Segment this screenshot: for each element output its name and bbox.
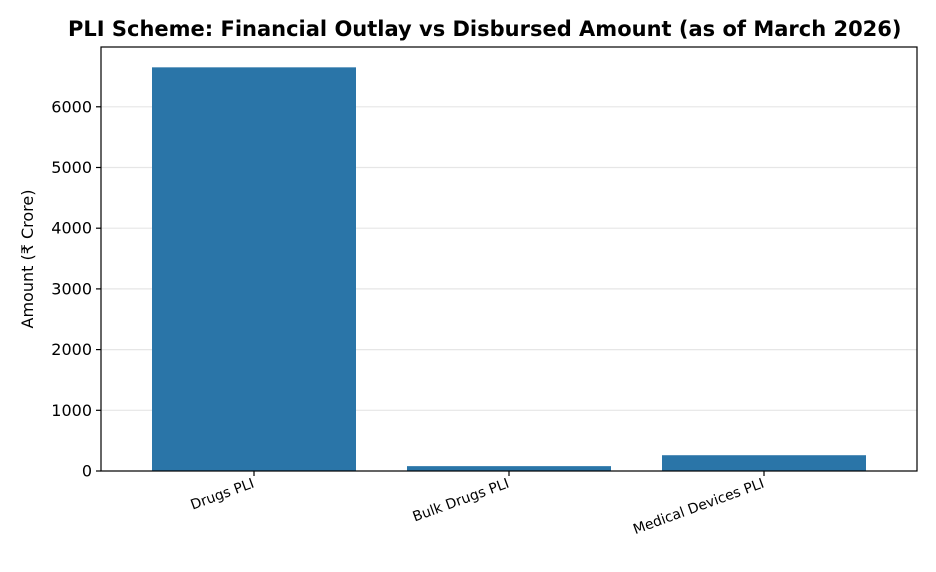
x-tick-label: Drugs PLI: [188, 476, 256, 514]
y-tick-label: 4000: [51, 219, 92, 238]
y-tick-label: 2000: [51, 340, 92, 359]
chart-title: PLI Scheme: Financial Outlay vs Disburse…: [68, 17, 902, 41]
x-axis-ticks: Drugs PLI Bulk Drugs PLI Medical Devices P…: [188, 471, 766, 538]
y-axis-ticks: 0 1000 2000 3000 4000 5000 6000: [51, 97, 101, 481]
y-tick-label: 5000: [51, 158, 92, 177]
bar-bulk-drugs-pli: [407, 466, 611, 471]
bar-drugs-pli: [152, 67, 356, 471]
x-tick-label: Bulk Drugs PLI: [411, 476, 512, 526]
y-tick-label: 3000: [51, 279, 92, 298]
y-axis-label: Amount (₹ Crore): [18, 190, 37, 329]
y-tick-label: 1000: [51, 401, 92, 420]
x-tick-label: Medical Devices PLI: [631, 476, 766, 538]
bars: [152, 67, 866, 471]
bar-medical-devices-pli: [662, 455, 866, 471]
y-tick-label: 6000: [51, 97, 92, 116]
y-tick-label: 0: [82, 462, 92, 481]
